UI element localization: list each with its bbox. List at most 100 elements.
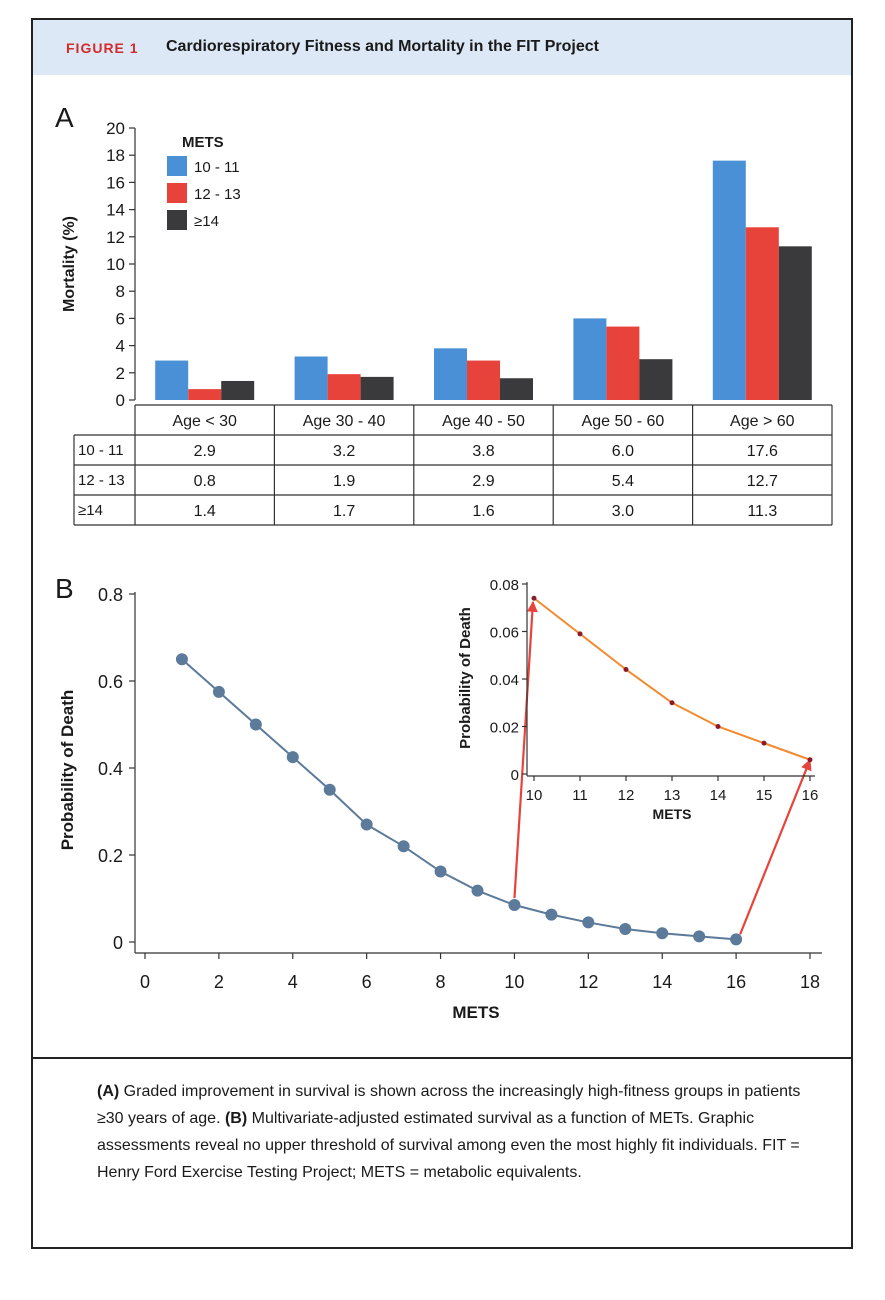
caption-divider bbox=[33, 1057, 851, 1059]
caption-a-text: Graded improvement in survival is shown … bbox=[97, 1083, 801, 1127]
inset-x-tick-label: 16 bbox=[802, 787, 819, 804]
b-data-point bbox=[212, 685, 225, 698]
inset-x-tick-label: 12 bbox=[618, 787, 635, 804]
a-legend-label: 10 - 11 bbox=[194, 159, 240, 176]
inset-y-axis-label: Probability of Death bbox=[457, 607, 474, 749]
inset-data-point bbox=[761, 740, 767, 746]
a-bar bbox=[500, 378, 533, 400]
b-x-tick-label: 16 bbox=[726, 972, 746, 992]
b-x-tick-label: 14 bbox=[652, 972, 672, 992]
b-x-tick-label: 2 bbox=[214, 972, 224, 992]
b-data-point bbox=[508, 899, 521, 912]
inset-x-tick-label: 10 bbox=[526, 787, 543, 804]
inset-x-tick-label: 15 bbox=[756, 787, 773, 804]
a-table-value: 0.8 bbox=[194, 473, 216, 490]
a-bar bbox=[294, 356, 328, 400]
inset-series-line bbox=[533, 597, 811, 761]
b-data-point bbox=[175, 653, 188, 666]
a-category-label: Age < 30 bbox=[172, 413, 237, 430]
b-arrow-left bbox=[513, 600, 538, 899]
a-table-row-label: 10 - 11 bbox=[78, 442, 124, 459]
b-data-point bbox=[730, 933, 743, 946]
a-bar bbox=[360, 376, 394, 400]
a-bar bbox=[745, 227, 779, 400]
a-category-label: Age 50 - 60 bbox=[582, 413, 665, 430]
b-x-tick-label: 0 bbox=[140, 972, 150, 992]
a-table-row-label: ≥14 bbox=[78, 502, 103, 519]
b-data-point bbox=[323, 783, 336, 796]
a-legend-title: METS bbox=[182, 134, 224, 151]
a-legend-label: 12 - 13 bbox=[194, 186, 241, 203]
panel-b-letter: B bbox=[55, 573, 74, 604]
a-table-value: 12.7 bbox=[747, 473, 778, 490]
a-table-value: 1.6 bbox=[472, 503, 494, 520]
a-table-value: 2.9 bbox=[472, 473, 494, 490]
a-table-value: 3.2 bbox=[333, 443, 355, 460]
a-legend-swatch bbox=[167, 183, 187, 203]
a-bar bbox=[639, 359, 673, 400]
a-bar bbox=[712, 160, 746, 400]
inset-y-tick-label: 0 bbox=[511, 767, 519, 784]
a-category-label: Age 30 - 40 bbox=[303, 413, 386, 430]
inset-data-point bbox=[623, 667, 629, 672]
a-category-label: Age 40 - 50 bbox=[442, 413, 525, 430]
b-data-point bbox=[360, 818, 373, 831]
a-y-tick-label: 16 bbox=[106, 173, 125, 192]
inset-x-tick-label: 14 bbox=[710, 787, 727, 804]
b-x-tick-label: 8 bbox=[436, 972, 446, 992]
figure-title: Cardiorespiratory Fitness and Mortality … bbox=[166, 38, 599, 55]
inset-y-tick-label: 0.08 bbox=[490, 577, 519, 594]
a-table-value: 3.0 bbox=[612, 503, 634, 520]
b-data-point bbox=[656, 927, 669, 940]
figure-caption: (A) Graded improvement in survival is sh… bbox=[97, 1078, 827, 1186]
b-data-point bbox=[545, 908, 558, 921]
a-bar bbox=[606, 326, 640, 400]
a-table-value: 1.4 bbox=[194, 503, 216, 520]
a-legend-swatch bbox=[167, 210, 187, 230]
a-bar bbox=[188, 389, 222, 400]
a-bar bbox=[155, 360, 189, 400]
b-y-tick-label: 0 bbox=[113, 933, 123, 953]
inset-data-point bbox=[669, 700, 675, 706]
b-series-line bbox=[181, 658, 737, 941]
inset-data-point bbox=[531, 595, 537, 601]
a-table-value: 3.8 bbox=[472, 443, 494, 460]
caption-b-text: Multivariate-adjusted estimated survival… bbox=[97, 1110, 800, 1181]
b-y-tick-label: 0.8 bbox=[98, 585, 123, 605]
a-y-tick-label: 14 bbox=[106, 201, 125, 220]
b-y-tick-label: 0.6 bbox=[98, 672, 123, 692]
a-y-tick-label: 4 bbox=[116, 337, 125, 356]
inset-y-tick-label: 0.04 bbox=[490, 672, 519, 689]
a-bar bbox=[573, 318, 607, 400]
a-y-axis-label: Mortality (%) bbox=[61, 216, 78, 312]
b-data-point bbox=[619, 922, 632, 935]
b-data-point bbox=[397, 840, 410, 853]
a-y-tick-label: 18 bbox=[106, 146, 125, 165]
a-legend-swatch bbox=[167, 156, 187, 176]
b-x-tick-label: 4 bbox=[288, 972, 298, 992]
a-y-tick-label: 20 bbox=[106, 119, 125, 138]
b-data-point bbox=[693, 930, 706, 943]
a-table-value: 1.9 bbox=[333, 473, 355, 490]
a-table-value: 6.0 bbox=[612, 443, 634, 460]
a-y-tick-label: 12 bbox=[106, 228, 125, 247]
panel-b-inset-chart: 0 0.02 0.04 0.06 0.08 10 11 12 13 14 15 16 METS Proba… bbox=[457, 577, 818, 822]
b-x-tick-label: 6 bbox=[362, 972, 372, 992]
caption-b-label: (B) bbox=[224, 1110, 248, 1127]
b-arrow-right bbox=[739, 758, 812, 935]
figure-header: FIGURE 1 Cardiorespiratory Fitness and M… bbox=[33, 20, 851, 75]
b-y-tick-label: 0.4 bbox=[98, 759, 123, 779]
b-y-axis-label: Probability of Death bbox=[58, 690, 77, 851]
b-x-tick-label: 12 bbox=[578, 972, 598, 992]
a-table-value: 2.9 bbox=[194, 443, 216, 460]
b-data-point bbox=[434, 865, 447, 878]
a-table-value: 1.7 bbox=[333, 503, 355, 520]
a-table-value: 17.6 bbox=[747, 443, 778, 460]
a-bar bbox=[327, 374, 361, 400]
a-bar bbox=[467, 360, 500, 400]
b-y-tick-label: 0.2 bbox=[98, 846, 123, 866]
a-y-tick-label: 8 bbox=[116, 282, 125, 301]
inset-x-tick-label: 11 bbox=[572, 787, 588, 804]
a-y-tick-label: 6 bbox=[116, 309, 125, 328]
